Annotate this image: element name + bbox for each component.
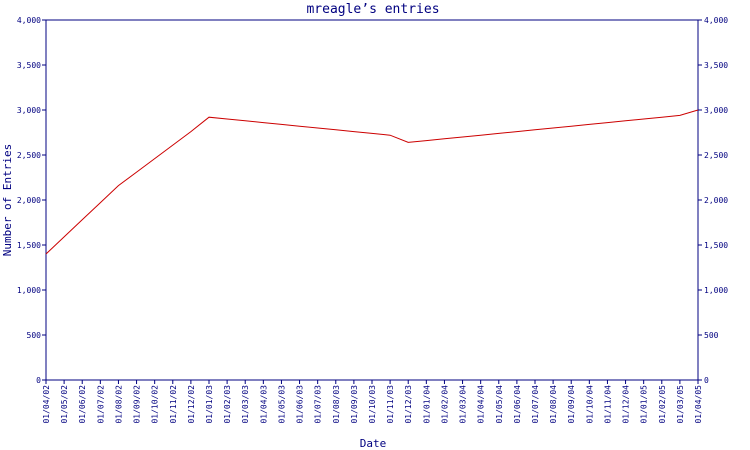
x-tick-label: 01/04/02 — [42, 385, 51, 424]
x-tick-label: 01/06/04 — [513, 385, 522, 424]
y-tick-label-left: 2,500 — [17, 151, 41, 160]
x-tick-label: 01/08/03 — [332, 385, 341, 424]
x-tick-label: 01/04/05 — [694, 385, 703, 424]
x-tick-label: 01/03/04 — [459, 385, 468, 424]
x-tick-label: 01/07/04 — [531, 385, 540, 424]
x-tick-label: 01/08/02 — [114, 385, 123, 424]
x-tick-label: 01/12/02 — [187, 385, 196, 424]
x-tick-label: 01/09/02 — [133, 385, 142, 424]
x-tick-label: 01/11/03 — [386, 385, 395, 424]
y-axis-title: Number of Entries — [1, 144, 14, 257]
y-tick-label-left: 3,500 — [17, 61, 41, 70]
x-tick-label: 01/10/04 — [585, 385, 594, 424]
x-tick-label: 01/02/03 — [223, 385, 232, 424]
x-tick-label: 01/07/02 — [96, 385, 105, 424]
y-tick-label-left: 1,500 — [17, 241, 41, 250]
y-tick-label-right: 1,000 — [704, 286, 728, 295]
y-tick-label-left: 1,000 — [17, 286, 41, 295]
y-axis-left: 0 500 1,000 1,500 2,000 2,500 3,000 3,500 4,000 — [17, 16, 46, 385]
y-tick-label-left: 2,000 — [17, 196, 41, 205]
x-tick-label: 01/05/02 — [60, 385, 69, 424]
x-tick-label: 01/12/03 — [404, 385, 413, 424]
x-tick-label: 01/03/05 — [676, 385, 685, 424]
y-tick-label-left: 500 — [27, 331, 42, 340]
y-axis-right: 0 500 1,000 1,500 2,000 2,500 3,000 3,500 4,000 — [698, 16, 728, 385]
series-layer — [45, 109, 699, 255]
x-tick-label: 01/01/03 — [205, 385, 214, 424]
x-tick-label: 01/12/04 — [622, 385, 631, 424]
x-tick-label: 01/10/03 — [368, 385, 377, 424]
y-tick-label-left: 0 — [36, 376, 41, 385]
plot-area — [45, 19, 699, 381]
x-tick-label: 01/02/05 — [658, 385, 667, 424]
x-tick-label: 01/08/04 — [549, 385, 558, 424]
x-tick-label: 01/05/03 — [277, 385, 286, 424]
x-tick-label: 01/06/03 — [296, 385, 305, 424]
x-tick-label: 01/09/03 — [350, 385, 359, 424]
x-tick-label: 01/04/04 — [477, 385, 486, 424]
x-tick-label: 01/05/04 — [495, 385, 504, 424]
x-axis: 01/04/02 01/05/02 01/06/02 01/07/02 01/08/02… — [42, 380, 703, 424]
x-tick-label: 01/06/02 — [78, 385, 87, 424]
y-tick-label-right: 2,000 — [704, 196, 728, 205]
x-tick-label: 01/11/04 — [603, 385, 612, 424]
y-tick-label-right: 1,500 — [704, 241, 728, 250]
x-tick-label: 01/04/03 — [259, 385, 268, 424]
y-tick-label-left: 4,000 — [17, 16, 41, 25]
x-tick-label: 01/01/05 — [640, 385, 649, 424]
y-tick-label-right: 3,000 — [704, 106, 728, 115]
x-tick-label: 01/11/02 — [169, 385, 178, 424]
y-tick-label-right: 0 — [704, 376, 709, 385]
chart-title: mreagle’s entries — [306, 2, 439, 17]
series-line — [45, 109, 699, 255]
x-tick-label: 01/10/02 — [151, 385, 160, 424]
x-axis-title: Date — [360, 437, 387, 450]
y-tick-label-left: 3,000 — [17, 106, 41, 115]
x-tick-label: 01/07/03 — [314, 385, 323, 424]
x-tick-label: 01/09/04 — [567, 385, 576, 424]
y-tick-label-right: 500 — [704, 331, 719, 340]
y-tick-label-right: 2,500 — [704, 151, 728, 160]
x-tick-label: 01/03/03 — [241, 385, 250, 424]
y-tick-label-right: 4,000 — [704, 16, 728, 25]
x-tick-label: 01/02/04 — [440, 385, 449, 424]
x-tick-label: 01/01/04 — [422, 385, 431, 424]
y-tick-label-right: 3,500 — [704, 61, 728, 70]
